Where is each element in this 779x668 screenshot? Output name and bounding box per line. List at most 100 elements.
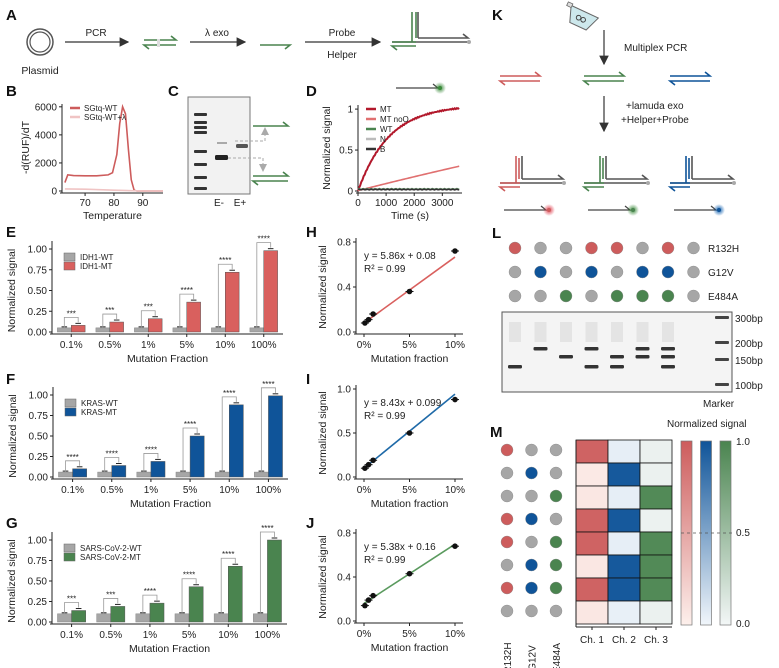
bar-mt [186,301,201,333]
heatmap-cell [607,531,641,556]
significance-bracket [143,453,159,473]
mutation-dot-g12v [661,265,675,279]
x-tick-label: 1% [143,630,158,641]
target-strand [667,186,690,192]
bar-mt [148,318,163,333]
target-strand [581,186,604,192]
mutation-dot-e484a [661,289,675,303]
y-tick-label: 0.25 [28,597,48,608]
ssdna-icon [260,44,293,50]
legend-label: MT [380,105,392,114]
gel-band [610,355,624,359]
x-tick-label: 100% [251,340,277,351]
bar-mt [189,435,205,478]
column-label: Ch. 3 [644,635,668,646]
dsdna-icon [581,71,627,86]
data-point [406,430,413,436]
heatmap-cell [575,485,609,510]
gel-smear [534,322,547,342]
y-tick-label: 0 [347,187,353,198]
significance-bracket [140,310,156,328]
heatmap-cell [607,554,641,579]
ladder-band [194,126,207,129]
mutation-dot [500,604,514,618]
y-tick-label: 0.00 [28,618,48,629]
significance-bracket [256,242,272,328]
bar-mt [71,610,86,623]
column-label: Ch. 1 [580,635,604,646]
target-strand [497,186,520,192]
data-point [370,311,376,317]
marker-band [715,383,729,386]
chart-I: 0.0 0.5 1.0 0% 5% 10% Mutation fraction Normali… [317,385,465,511]
chart-E: 0.00 0.25 0.50 0.75 1.00 *** 0.1% *** 0.5% *** 1% *… [6,235,283,365]
bar-wt [95,327,110,333]
data-point [370,592,376,599]
heatmap-cell [607,439,641,464]
panel-letter-e: E [6,224,16,241]
significance-bracket [260,387,276,473]
y-tick-label: 0.8 [337,238,351,249]
y-axis-label: -d(RUF)/dT [20,120,32,174]
x-tick-label: 80 [108,198,120,209]
y-tick-label: 1.00 [29,391,49,402]
gel-band [533,347,548,351]
heatmap-cell [639,439,673,464]
pcr-label: PCR [85,28,106,39]
probe-arm [521,156,566,180]
y-tick-label: 0.4 [337,283,351,294]
mutation-dot [525,604,538,618]
heatmap-cell [639,462,673,487]
panel-c-gel: E- E+ [187,96,291,209]
significance-bracket [103,598,119,614]
ladder-band [194,131,207,134]
data-point [452,543,458,549]
r-squared: R² = 0.99 [364,411,406,422]
legend-label: B [380,145,385,154]
mutation-dot-r132h [610,241,624,255]
mutation-dot-g12v [585,265,598,279]
legend-label: MT noO [380,115,409,124]
bar-wt [253,613,268,623]
probe-complex-icon [667,156,736,192]
significance-label: **** [144,587,156,596]
mutation-dot-e484a [559,289,573,303]
series-line-b [357,188,460,191]
heatmap-cell [607,577,641,602]
heatmap-cell [607,462,641,487]
y-tick-label: 0 [51,187,57,198]
bar-wt [254,471,269,478]
y-tick-label: 0.25 [28,307,48,318]
probe-arm [515,156,520,183]
x-tick-label: 0% [357,485,372,496]
panel-letter-l: L [492,225,501,242]
mutation-dot [500,558,514,572]
legend-label: SGtq-WT+λ [84,113,126,122]
marker-band [715,358,729,361]
plasmid-label: Plasmid [21,65,59,77]
y-axis-label: Normalized signal [317,391,329,474]
panel-letter-h: H [306,224,317,241]
mutation-dot-r132h [534,241,547,255]
mutation-dot-g12v [687,265,700,279]
series-line-sgtq-wt- [64,188,163,192]
y-axis-label: Normalized signal [317,535,329,618]
probe-arm [599,156,604,183]
heatmap-cell [575,439,609,464]
y-axis-label: Normalized signal [6,249,18,332]
significance-label: *** [105,306,114,315]
strand [584,71,627,77]
x-tick-label: 10% [219,485,239,496]
x-tick-label: 0.5% [100,485,123,496]
mutation-label: G12V [708,268,734,279]
gel-band [559,355,573,359]
bar-mt [229,404,244,478]
mutation-dot-r132h [687,241,700,255]
ladder-band [194,121,207,124]
gel-band [610,365,624,369]
x-tick-label: 0.1% [60,340,83,351]
data-point [370,457,376,464]
bar-wt [214,471,230,478]
significance-bracket [142,594,158,614]
